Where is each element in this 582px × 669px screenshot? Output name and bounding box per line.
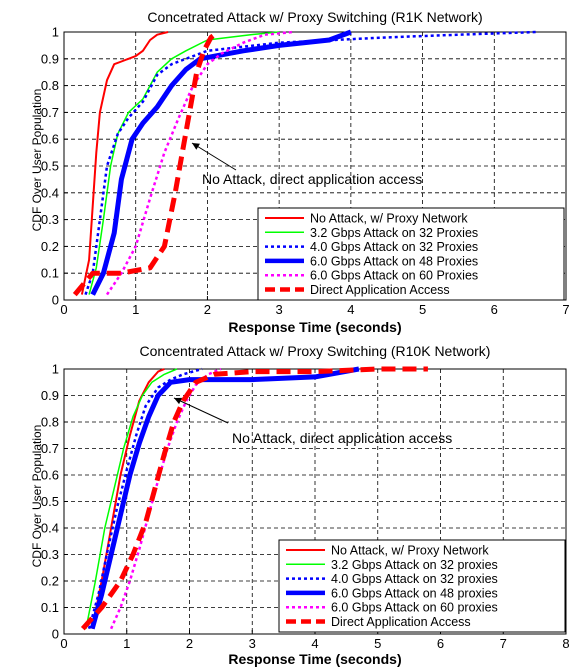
- series-line: [80, 31, 169, 295]
- x-tick-label: 6: [437, 636, 444, 651]
- x-tick-label: 6: [491, 302, 498, 317]
- annotation-arrowhead: [174, 397, 182, 405]
- y-tick-label: 0.5: [41, 494, 59, 509]
- annotation-text: No Attack, direct application access: [232, 430, 452, 446]
- x-tick-label: 7: [500, 636, 507, 651]
- legend-entry: 3.2 Gbps Attack on 32 Proxies: [310, 226, 478, 240]
- series-line: [90, 29, 352, 296]
- x-tick-label: 4: [347, 302, 354, 317]
- x-tick-label: 8: [562, 636, 569, 651]
- y-tick-label: 0.6: [41, 132, 59, 147]
- series-line: [80, 366, 428, 631]
- y-tick-label: 0.4: [41, 521, 59, 536]
- y-tick-label: 0.3: [41, 212, 59, 227]
- annotation-arrow: [191, 142, 237, 171]
- series-line: [88, 31, 280, 295]
- series-line: [89, 366, 360, 630]
- y-tick-label: 1: [52, 25, 59, 40]
- legend-entry: 4.0 Gbps Attack on 32 proxies: [331, 572, 498, 586]
- x-axis-label: Response Time (seconds): [228, 319, 401, 335]
- y-tick-label: 0.1: [41, 600, 59, 615]
- legend-entry: No Attack, w/ Proxy Network: [331, 544, 489, 558]
- x-tick-label: 3: [276, 302, 283, 317]
- legend-entry: 6.0 Gbps Attack on 48 Proxies: [310, 254, 478, 268]
- legend-entry: 4.0 Gbps Attack on 32 Proxies: [310, 240, 478, 254]
- y-axis-label: CDF Over User Population: [30, 89, 44, 232]
- y-tick-label: 0: [52, 627, 59, 642]
- chart-r1k-network: Concetrated Attack w/ Proxy Switching (R…: [30, 9, 570, 335]
- y-tick-label: 0.2: [41, 239, 59, 254]
- y-tick-label: 0.6: [41, 468, 59, 483]
- legend-entry: Direct Application Access: [331, 615, 471, 629]
- legend-entry: 3.2 Gbps Attack on 32 proxies: [331, 558, 498, 572]
- x-tick-label: 1: [123, 636, 130, 651]
- x-tick-label: 1: [132, 302, 139, 317]
- legend-box: [278, 539, 566, 633]
- y-tick-label: 0.2: [41, 574, 59, 589]
- y-tick-label: 0.4: [41, 185, 59, 200]
- legend-entry: 6.0 Gbps Attack on 48 proxies: [331, 586, 498, 600]
- y-tick-label: 0.9: [41, 388, 59, 403]
- x-axis-label: Response Time (seconds): [228, 651, 401, 667]
- y-tick-label: 0.1: [41, 266, 59, 281]
- legend-entry: Direct Application Access: [310, 283, 450, 297]
- series-line: [87, 367, 203, 630]
- legend-box: [257, 207, 565, 301]
- x-tick-label: 3: [249, 636, 256, 651]
- legend-entry: 6.0 Gbps Attack on 60 proxies: [331, 601, 498, 615]
- annotation-arrow: [173, 397, 229, 424]
- x-tick-label: 2: [186, 636, 193, 651]
- y-tick-label: 0.8: [41, 415, 59, 430]
- x-tick-label: 0: [60, 302, 67, 317]
- series-line: [84, 30, 538, 295]
- series-line: [85, 368, 178, 629]
- y-tick-label: 0.7: [41, 105, 59, 120]
- chart-title: Concetrated Attack w/ Proxy Switching (R…: [147, 9, 482, 25]
- y-tick-label: 0.8: [41, 78, 59, 93]
- x-tick-label: 5: [419, 302, 426, 317]
- y-tick-label: 0.5: [41, 159, 59, 174]
- x-tick-label: 5: [374, 636, 381, 651]
- x-tick-label: 2: [204, 302, 211, 317]
- y-axis-label: CDF Over User Population: [30, 425, 44, 568]
- annotation-arrowhead: [192, 143, 200, 150]
- legend-entry: 6.0 Gbps Attack on 60 Proxies: [310, 269, 478, 283]
- y-tick-label: 0.9: [41, 51, 59, 66]
- y-tick-label: 0.7: [41, 441, 59, 456]
- annotation-text: No Attack, direct application access: [202, 171, 422, 187]
- x-tick-label: 7: [562, 302, 569, 317]
- y-tick-label: 0.3: [41, 547, 59, 562]
- y-tick-label: 0: [52, 293, 59, 308]
- chart-r10k-network: Concentrated Attack w/ Proxy Switching (…: [30, 343, 570, 667]
- x-tick-label: 4: [311, 636, 318, 651]
- legend-entry: No Attack, w/ Proxy Network: [310, 212, 468, 226]
- y-tick-label: 1: [52, 362, 59, 377]
- chart-title: Concentrated Attack w/ Proxy Switching (…: [140, 343, 491, 359]
- x-tick-label: 0: [60, 636, 67, 651]
- series-line: [72, 30, 220, 297]
